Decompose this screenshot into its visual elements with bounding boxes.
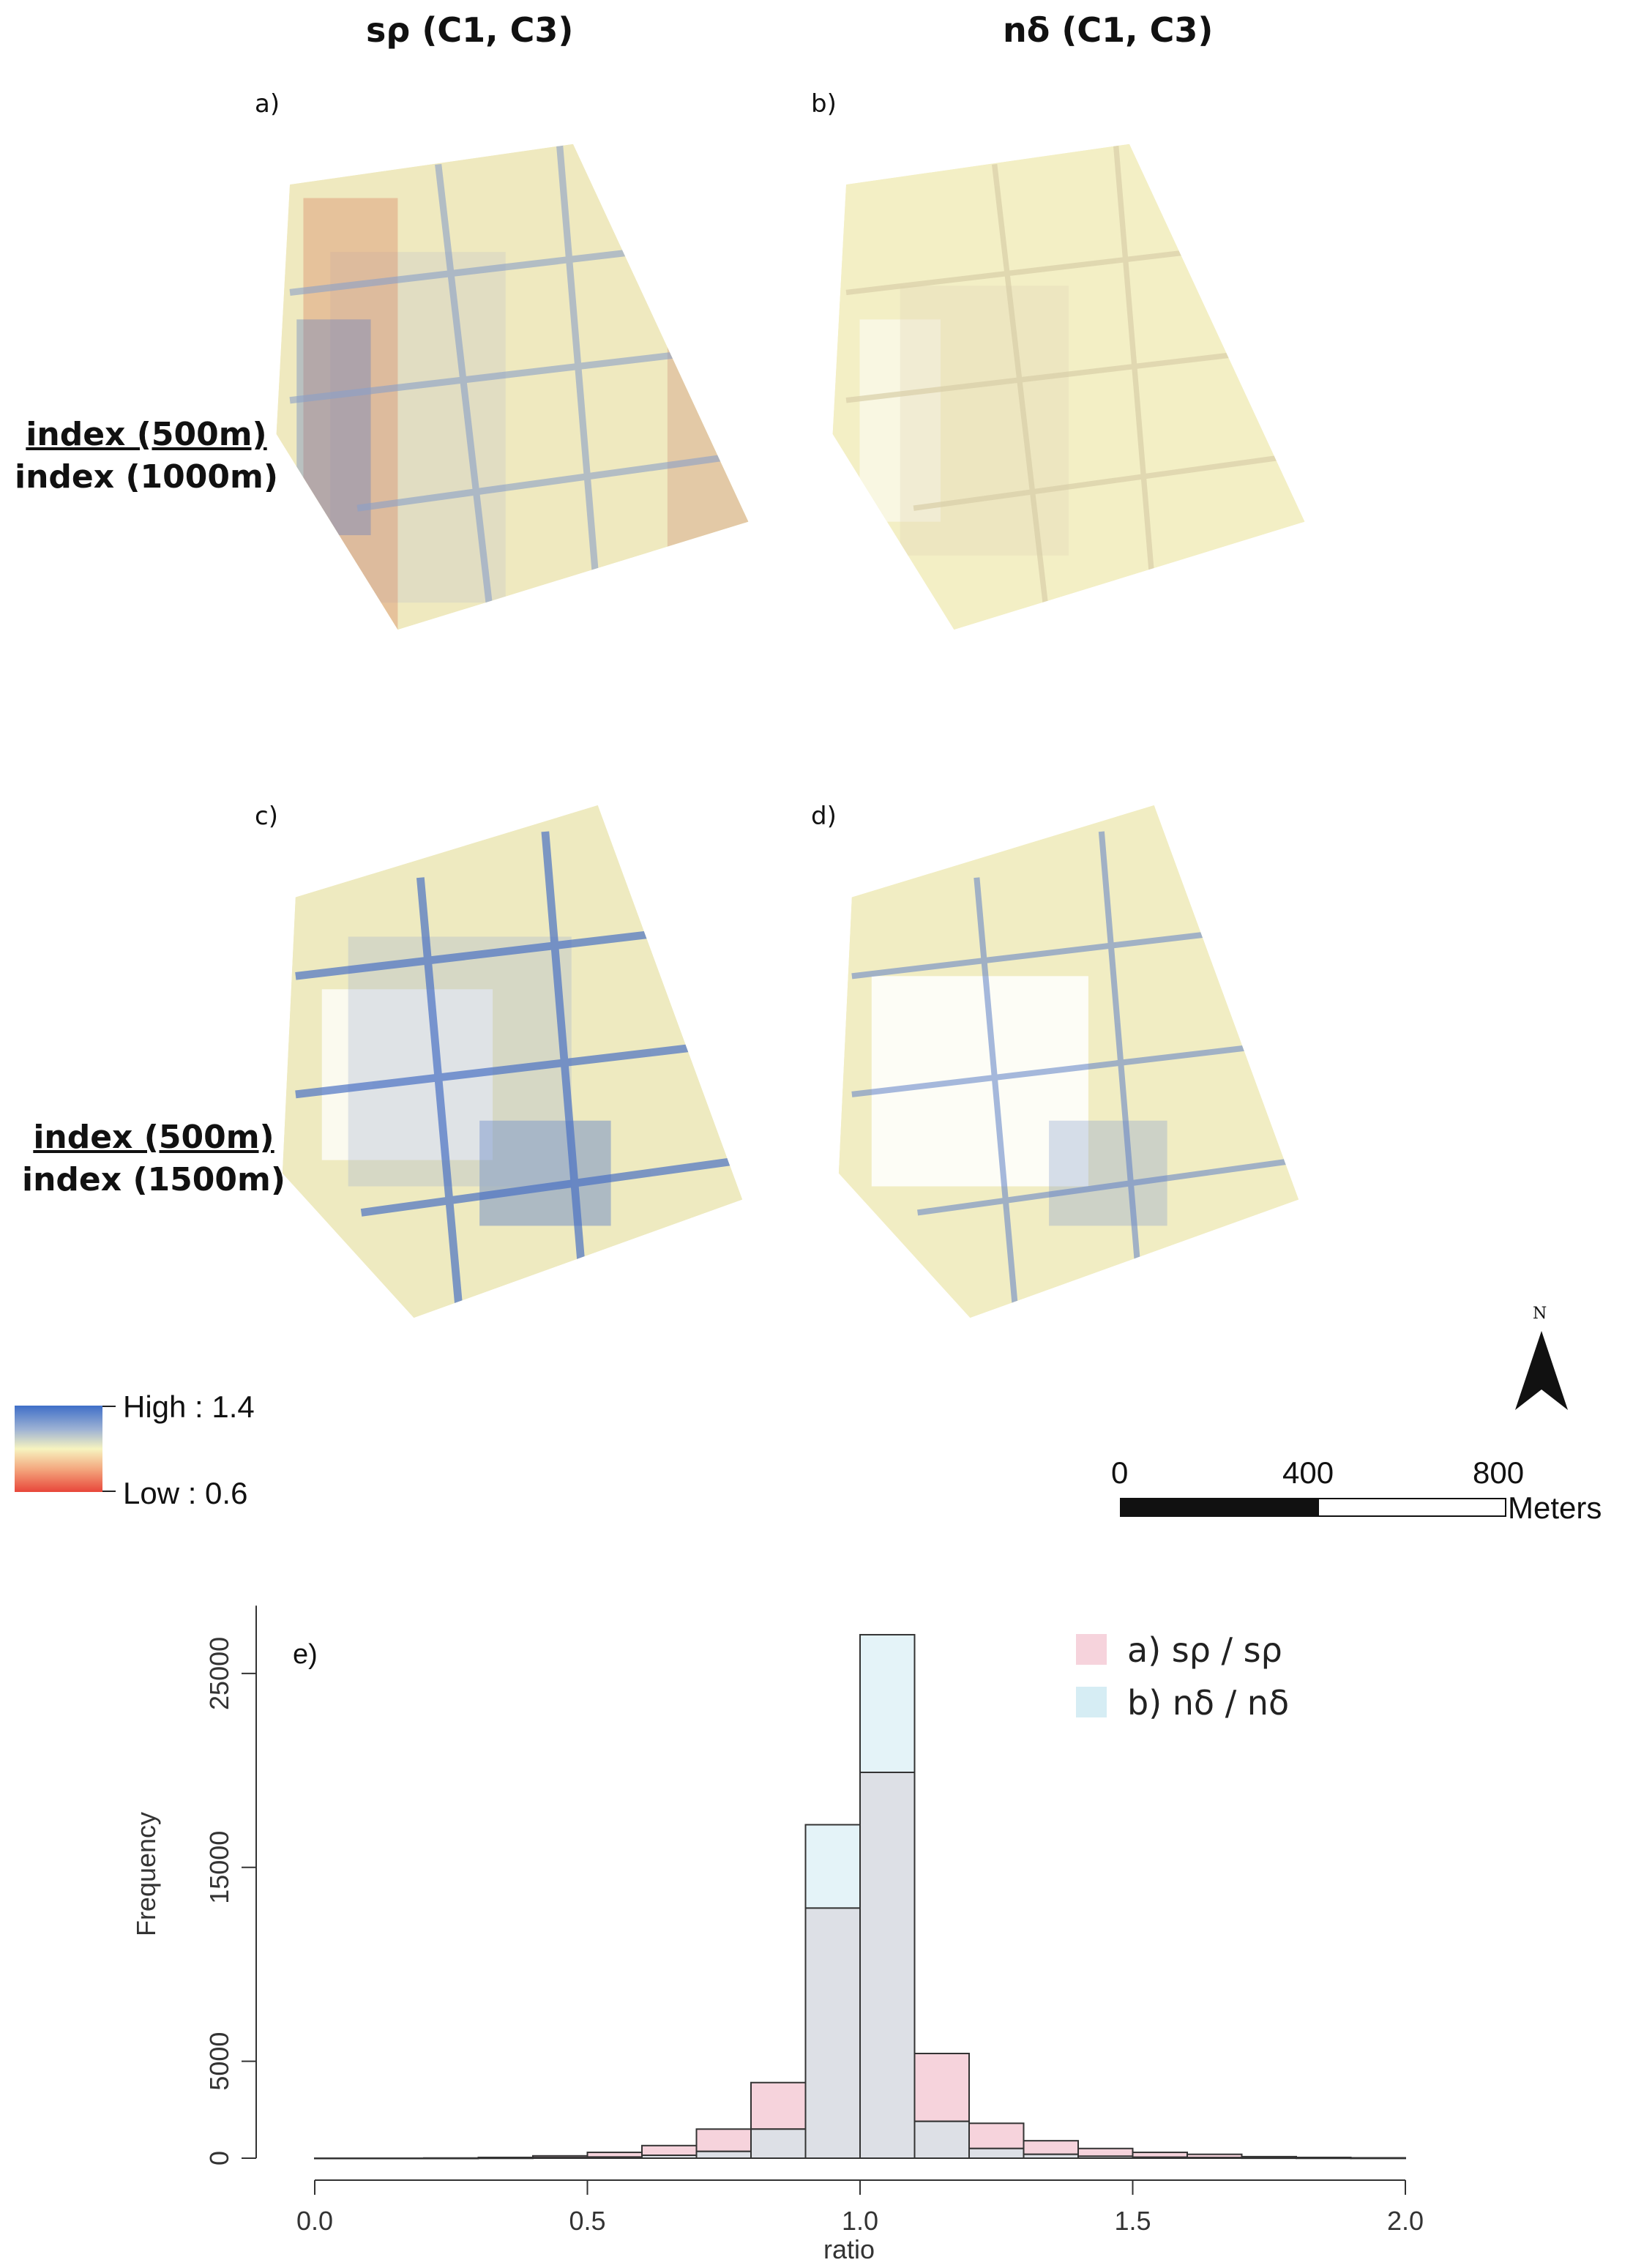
- bar-overlap-bin-11: [913, 2120, 970, 2159]
- scalebar-tick-400: 400: [1282, 1455, 1334, 1490]
- bar-overlap-bin-8: [750, 2128, 807, 2160]
- panel-label-c: c): [255, 802, 278, 831]
- bar-overlap-bin-10: [859, 1771, 916, 2159]
- histogram-axes: 0.0 0.5 1.0 1.5 2.0 0 5000 15000 25000: [204, 1605, 1424, 2236]
- panel-label-b: b): [811, 89, 837, 119]
- scalebar-tick-800: 800: [1473, 1455, 1525, 1490]
- map-panel-d: [838, 805, 1299, 1318]
- y-tick-label-0: 0: [204, 2151, 234, 2166]
- histogram-legend: a) sρ / sρ b) nδ / nδ: [1076, 1630, 1289, 1723]
- map-noise-a: [276, 143, 749, 630]
- y-tick-label-3: 25000: [204, 1637, 234, 1710]
- scalebar-white-segment: [1318, 1498, 1506, 1517]
- bar-overlap-bin-6: [641, 2155, 698, 2160]
- bar-overlap-bin-14: [1077, 2155, 1134, 2160]
- panel-label-e: e): [293, 1639, 318, 1670]
- legend-label-b: b) nδ / nδ: [1127, 1683, 1289, 1723]
- scalebar-black-segment: [1120, 1498, 1318, 1517]
- north-arrow-icon: [1515, 1331, 1568, 1410]
- row1-numerator: index (500m): [26, 416, 267, 453]
- column-title-right: nδ (C1, C3): [1003, 10, 1214, 50]
- map-panel-b: [832, 143, 1305, 630]
- x-tick-label-3: 1.5: [1114, 2206, 1151, 2236]
- legend-swatch-b: [1076, 1687, 1107, 1717]
- bar-overlap-bin-12: [968, 2147, 1025, 2159]
- row-label-1: index (500m) index (1000m): [0, 414, 293, 499]
- x-tick-label-0: 0.0: [296, 2206, 333, 2236]
- legend-high-label: High : 1.4: [123, 1389, 255, 1424]
- panel-label-d: d): [811, 802, 837, 831]
- bar-seriesb-bin-0: [314, 2157, 370, 2160]
- map-noise-b: [832, 143, 1305, 630]
- map-noise-d: [838, 805, 1299, 1318]
- bar-overlap-bin-13: [1023, 2153, 1079, 2159]
- x-axis-label: ratio: [823, 2234, 875, 2264]
- overlap-bars: [477, 1771, 1406, 2160]
- scalebar-tick-0: 0: [1111, 1455, 1129, 1490]
- scalebar-units: Meters: [1508, 1491, 1602, 1525]
- bar-overlap-bin-16: [1187, 2157, 1243, 2159]
- y-axis-label: Frequency: [131, 1812, 161, 1936]
- map-panel-c: [282, 805, 743, 1318]
- legend-swatch-a: [1076, 1634, 1107, 1665]
- y-tick-label-1: 5000: [204, 2032, 234, 2091]
- row1-denominator: index (1000m): [15, 458, 278, 496]
- color-ramp-legend: [15, 1406, 102, 1492]
- legend-label-a: a) sρ / sρ: [1127, 1630, 1282, 1670]
- map-panel-a: [276, 143, 749, 630]
- bar-overlap-bin-7: [695, 2150, 752, 2159]
- legend-tick-high: [102, 1406, 116, 1407]
- x-tick-label-4: 2.0: [1387, 2206, 1424, 2236]
- bar-overlap-bin-15: [1132, 2156, 1188, 2159]
- panel-label-a: a): [255, 89, 280, 119]
- legend-low-label: Low : 0.6: [123, 1476, 248, 1510]
- legend-tick-low: [102, 1491, 116, 1492]
- bar-seriesb-bin-1: [368, 2157, 425, 2160]
- north-label: N: [1533, 1305, 1547, 1323]
- bar-overlap-bin-4: [532, 2157, 588, 2159]
- row2-denominator: index (1500m): [22, 1161, 285, 1198]
- x-tick-label-2: 1.0: [842, 2206, 878, 2236]
- bar-seriesb-bin-2: [423, 2157, 479, 2160]
- bar-overlap-bin-9: [804, 1907, 861, 2159]
- map-noise-c: [282, 805, 743, 1318]
- y-tick-label-2: 15000: [204, 1831, 234, 1904]
- row2-numerator: index (500m): [33, 1119, 274, 1156]
- column-title-left: sρ (C1, C3): [366, 10, 574, 50]
- row-label-2: index (500m) index (1500m): [7, 1116, 300, 1201]
- bar-overlap-bin-5: [586, 2156, 643, 2159]
- x-tick-label-1: 0.5: [569, 2206, 605, 2236]
